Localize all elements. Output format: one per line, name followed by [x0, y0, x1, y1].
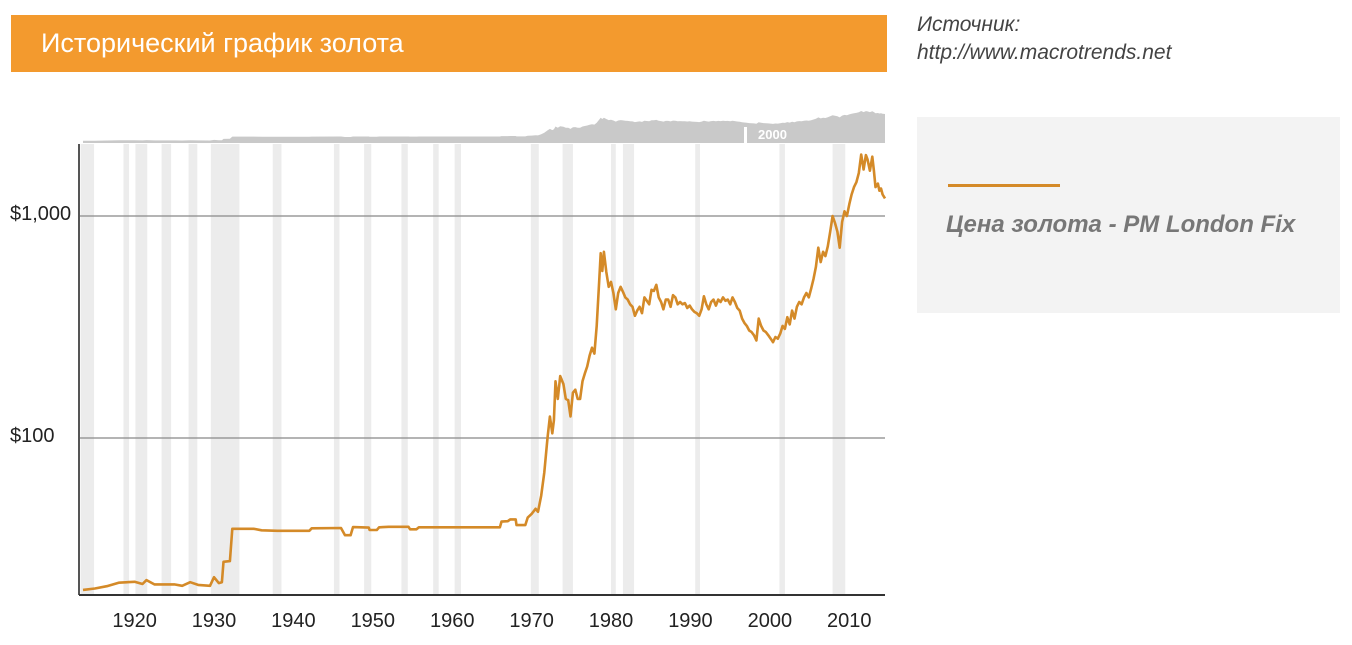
navigator-handle [744, 127, 747, 144]
navigator-label: 2000 [758, 127, 787, 142]
recession-band [123, 144, 130, 595]
x-tick-label: 1960 [430, 610, 475, 632]
recession-band [832, 144, 846, 595]
y-tick-label: $1,000 [10, 203, 71, 225]
legend-label: Цена золота - PM London Fix [946, 211, 1296, 238]
title-bar: Исторический график золота [11, 15, 887, 72]
x-tick-label: 1920 [112, 610, 157, 632]
y-tick-labels: $100 $1,000 [10, 203, 71, 447]
recession-band [188, 144, 198, 595]
recession-band [562, 144, 573, 595]
source-note: Источник: http://www.macrotrends.net [917, 11, 1171, 67]
range-navigator[interactable]: 2000 [83, 111, 885, 144]
page-title: Исторический график золота [41, 28, 404, 58]
x-tick-label: 1970 [509, 610, 554, 632]
recession-band [272, 144, 282, 595]
x-tick-label: 2000 [748, 610, 793, 632]
navigator-area [83, 111, 885, 143]
y-tick-label: $100 [10, 425, 55, 447]
recession-band [622, 144, 635, 595]
recession-band [364, 144, 372, 595]
x-tick-label: 1940 [271, 610, 316, 632]
x-tick-labels: 1920 1930 1940 1950 1960 1970 1980 1990 2000 2010 [112, 610, 871, 632]
recession-band [695, 144, 700, 595]
x-tick-label: 1980 [589, 610, 634, 632]
x-tick-label: 1950 [351, 610, 396, 632]
recession-band [135, 144, 148, 595]
recession-band [779, 144, 785, 595]
source-label: Источник: [917, 13, 1021, 36]
x-tick-label: 1990 [668, 610, 713, 632]
source-url[interactable]: http://www.macrotrends.net [917, 41, 1172, 64]
recession-band [454, 144, 461, 595]
gridlines [79, 215, 885, 439]
recession-band [333, 144, 340, 595]
x-tick-label: 2010 [827, 610, 872, 632]
recession-band [161, 144, 172, 595]
recession-bands [80, 144, 846, 595]
x-tick-label: 1930 [192, 610, 237, 632]
price-series-line [82, 153, 887, 592]
recession-band [433, 144, 439, 595]
recession-band [611, 144, 616, 595]
recession-band [80, 144, 95, 595]
recession-band [210, 144, 240, 595]
recession-band [401, 144, 408, 595]
legend: Цена золота - PM London Fix [917, 117, 1340, 313]
legend-swatch [948, 184, 1060, 187]
gold-price-chart: 2000 $100 $1,000 1920 1930 1940 1950 1960 1970… [10, 111, 887, 632]
recession-band [530, 144, 539, 595]
